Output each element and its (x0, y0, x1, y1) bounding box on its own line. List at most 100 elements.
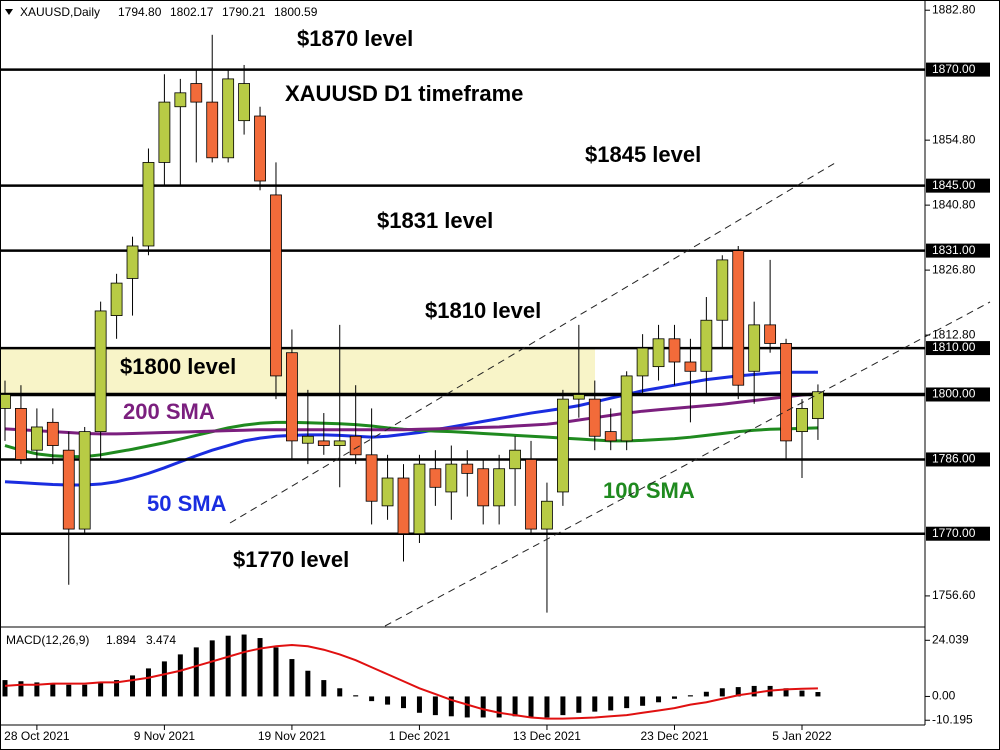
x-tick-label: 5 Jan 2022 (772, 729, 832, 743)
candle-body (317, 440, 330, 446)
level-label-box (926, 178, 990, 193)
x-tick-label: 1 Dec 2021 (389, 729, 451, 743)
candle-body (812, 391, 824, 420)
candle-body (572, 394, 585, 400)
sma-label: 100 SMA (603, 478, 695, 503)
macd-bar (98, 682, 104, 697)
macd-bar (66, 684, 72, 697)
candle-body (174, 92, 187, 108)
header-value: 1790.21 (222, 5, 266, 19)
level-annotation: $1770 level (233, 547, 349, 572)
candle-body (0, 394, 11, 409)
candle-body (700, 319, 713, 372)
level-annotation: $1800 level (120, 354, 236, 379)
macd-bar (560, 696, 566, 716)
macd-bar (177, 654, 183, 697)
level-label-box (926, 526, 990, 541)
sma-label: 200 SMA (123, 399, 215, 424)
macd-bar (18, 681, 24, 697)
candle-body (222, 78, 235, 159)
level-label: 1831.00 (932, 243, 976, 257)
level-label-box (926, 452, 990, 467)
macd-bar (656, 696, 662, 703)
macd-bar (401, 696, 406, 709)
macd-bar (353, 695, 359, 697)
candle-body (429, 468, 442, 488)
macd-bar (337, 688, 343, 697)
macd-bar (464, 696, 470, 718)
candle-body (94, 310, 107, 433)
macd-bar (82, 684, 88, 697)
candle-body (477, 468, 490, 507)
macd-bar (305, 670, 311, 697)
header-value: 1800.59 (274, 5, 318, 19)
macd-bar (624, 696, 630, 709)
macd-bar (321, 680, 327, 697)
macd-bar (608, 696, 614, 711)
level-label-box (926, 243, 990, 258)
candle-body (270, 194, 282, 377)
candle-body (349, 435, 362, 456)
macd-bar (34, 682, 40, 697)
macd-bar (544, 696, 550, 718)
macd-bar (735, 687, 741, 697)
x-tick-label: 9 Nov 2021 (134, 729, 196, 743)
sma-line (4, 392, 819, 436)
candle-body (764, 324, 777, 344)
level-label: 1870.00 (932, 62, 976, 76)
signal-line (4, 644, 818, 720)
candle-body (684, 361, 697, 372)
sma-line (4, 370, 818, 487)
candle-body (158, 101, 171, 163)
macd-bar (432, 696, 438, 716)
candle-body (15, 408, 27, 460)
level-label: 1770.00 (932, 526, 976, 540)
candle-body (541, 500, 553, 530)
macd-bar (209, 640, 215, 697)
candle-body (30, 426, 43, 451)
level-label-box (926, 387, 990, 402)
candle-body (748, 324, 761, 372)
macd-bar (640, 696, 646, 706)
y-tick-label: 1882.80 (932, 2, 976, 16)
sma-label: 50 SMA (147, 491, 227, 516)
macd-bar (193, 647, 199, 697)
candle-body (716, 259, 729, 321)
candle-body (62, 449, 75, 530)
level-annotation: $1831 level (377, 208, 493, 233)
y-tick-label: 1826.80 (932, 262, 976, 276)
candle-body (445, 463, 458, 493)
level-annotation: $1810 level (425, 298, 541, 323)
candle-body (333, 440, 346, 446)
x-tick-label: 19 Nov 2021 (258, 729, 326, 743)
macd-bar (671, 696, 677, 699)
candle-body (206, 101, 219, 159)
x-tick-label: 23 Dec 2021 (640, 729, 708, 743)
macd-bar (50, 683, 56, 697)
macd-bar (385, 696, 391, 705)
candle-body (397, 477, 410, 535)
candle-body (796, 408, 808, 433)
candle-body (381, 477, 394, 507)
candle-body (413, 463, 426, 535)
macd-bar (592, 696, 598, 712)
candle-body (78, 431, 91, 530)
level-label-box (926, 341, 990, 356)
level-label-box (926, 62, 990, 77)
highlight-zone (1, 348, 595, 395)
candle-body (588, 398, 601, 437)
y-tick-label: 24.039 (932, 632, 969, 646)
chart-title: XAUUSD D1 timeframe (285, 81, 523, 106)
candle-body (668, 338, 681, 363)
macd-bar (2, 680, 8, 697)
macd-bar (114, 680, 120, 697)
macd-bar (576, 696, 582, 713)
macd-bar (130, 675, 136, 697)
candle-body (126, 245, 139, 279)
macd-bar (448, 696, 454, 717)
menu-triangle (5, 9, 13, 15)
candle-body (254, 115, 266, 182)
candle-body (604, 431, 617, 442)
macd-bar (289, 659, 295, 697)
